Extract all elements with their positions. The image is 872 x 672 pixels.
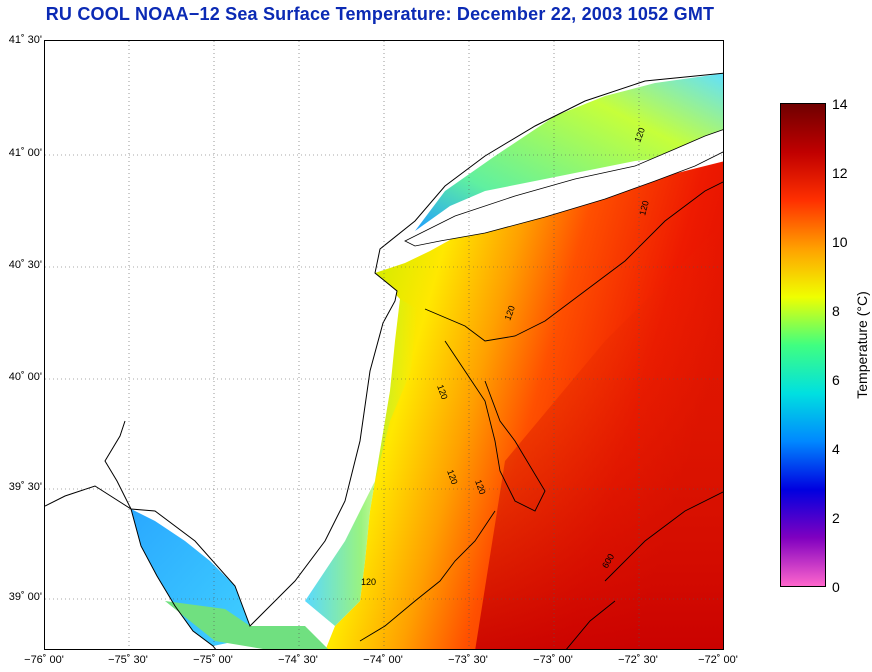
long-island [404, 129, 723, 247]
lat-label: 40˚ 30' [8, 259, 42, 271]
lat-label: 39˚ 00' [8, 591, 42, 603]
colorbar-tick: 0 [832, 579, 840, 595]
nearshore-band [305, 299, 417, 626]
colorbar-tick: 6 [832, 372, 840, 388]
colorbar-tick: 10 [832, 234, 848, 250]
contour-label: 120 [445, 468, 460, 486]
contour-label: 120 [502, 304, 517, 322]
land-mainland [45, 41, 723, 626]
colorbar-tick: 14 [832, 96, 848, 112]
lon-label: −74˚ 30' [278, 654, 318, 666]
lat-label: 41˚ 00' [8, 147, 42, 159]
bathymetry-contours [359, 181, 723, 649]
lon-label: −72˚ 00' [698, 654, 738, 666]
colorbar-tick: 4 [832, 441, 840, 457]
lat-label: 41˚ 30' [8, 34, 42, 46]
delaware-coast [45, 485, 217, 649]
colorbar-tick: 8 [832, 303, 840, 319]
map-title: RU COOL NOAA−12 Sea Surface Temperature:… [45, 4, 715, 24]
contour-labels: 120 120 120 120 120 120 120 600 [361, 126, 651, 587]
colorbar-label: Temperature (°C) [854, 291, 870, 399]
lat-label: 39˚ 30' [8, 481, 42, 493]
contour-label: 120 [637, 199, 651, 216]
colorbar-tick: 2 [832, 510, 840, 526]
contour-label: 120 [361, 577, 376, 587]
lon-label: −75˚ 00' [193, 654, 233, 666]
colorbar [780, 103, 826, 587]
lon-label: −74˚ 00' [363, 654, 403, 666]
lon-label: −75˚ 30' [108, 654, 148, 666]
lon-label: −76˚ 00' [24, 654, 64, 666]
coastline [104, 72, 723, 627]
contour-label: 120 [435, 383, 450, 401]
graticule [45, 41, 723, 649]
colorbar-tick: 12 [832, 165, 848, 181]
lat-label: 40˚ 00' [8, 371, 42, 383]
contour-label: 120 [632, 126, 647, 144]
lon-label: −72˚ 30' [618, 654, 658, 666]
long-island-sound [415, 73, 723, 231]
bay-mouth [165, 601, 328, 649]
lon-label: −73˚ 30' [448, 654, 488, 666]
lon-label: −73˚ 00' [533, 654, 573, 666]
deep-ocean [475, 223, 723, 649]
contour-label: 120 [473, 478, 488, 496]
sst-map-canvas: 120 120 120 120 120 120 120 600 [45, 41, 723, 649]
sst-map: 120 120 120 120 120 120 120 600 [44, 40, 724, 650]
